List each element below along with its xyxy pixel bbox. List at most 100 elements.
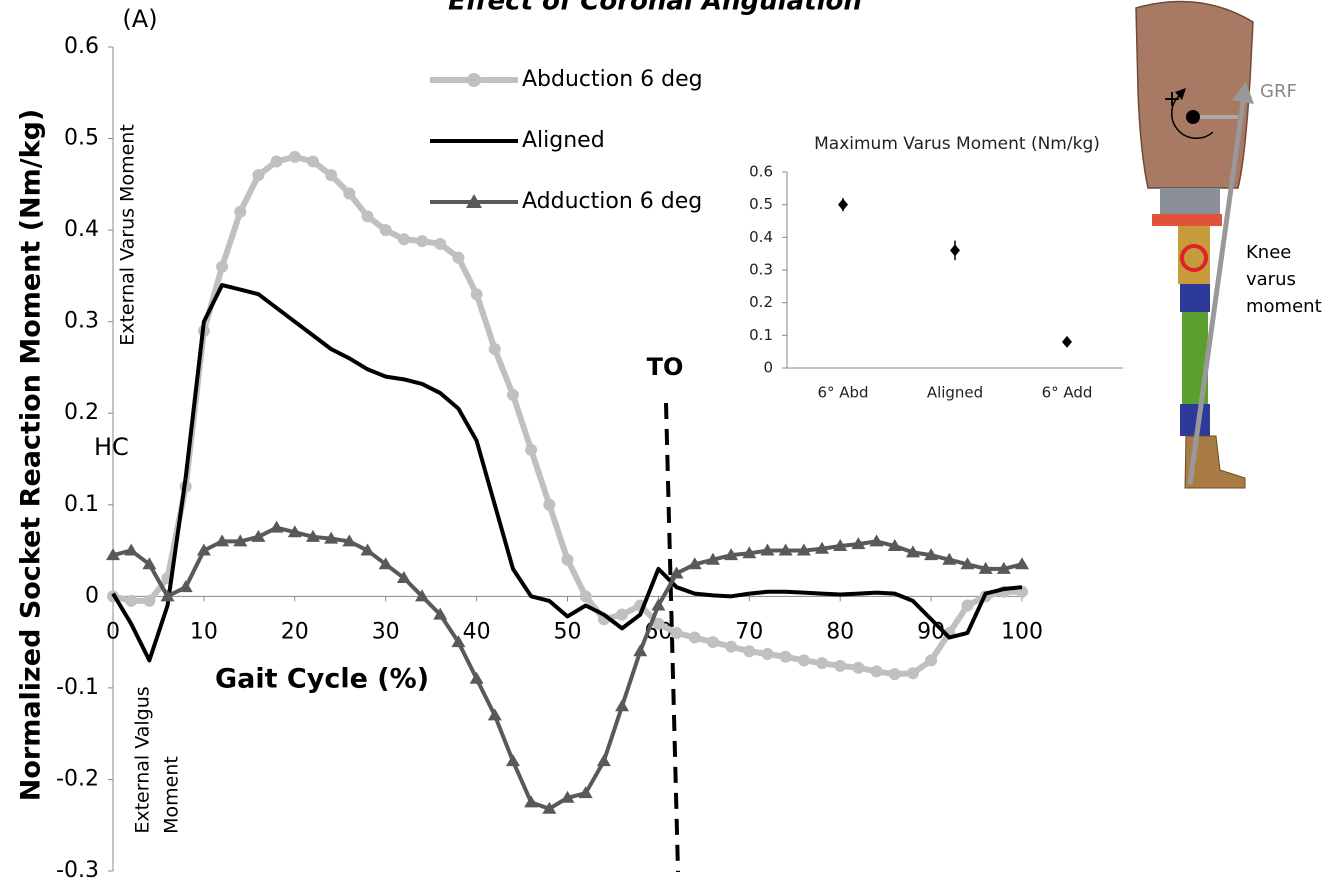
marker [234,205,247,218]
inset-y-tick-label: 0 [763,359,773,377]
sign-label: + [1163,87,1181,112]
knee-label: Knee [1246,242,1291,263]
marker [251,529,266,542]
marker [579,590,592,603]
series-line [111,283,1023,663]
x-tick-label: 30 [372,619,400,644]
marker [615,699,630,712]
marker [688,631,701,644]
marker [506,388,519,401]
marker [378,557,393,570]
inset-y-tick-label: 0.6 [749,163,773,181]
knee-center [1186,110,1200,124]
marker [596,754,611,767]
y-tick-label: -0.3 [56,858,99,883]
y-axis-label: Normalized Socket Reaction Moment (Nm/kg… [16,109,47,802]
x-tick-label: 90 [917,619,945,644]
inset-y-tick-label: 0.4 [749,228,773,246]
legend-label: Aligned [522,128,605,153]
chart-title: Effect of Coronal Angulation [448,0,862,17]
y-tick-label: 0.3 [64,309,99,334]
marker [651,598,666,611]
marker [125,594,138,607]
grf-arrow [1187,94,1247,485]
marker [451,635,466,648]
grf-arrow-head [1232,82,1254,104]
x-axis-label: Gait Cycle (%) [215,664,429,695]
legend-marker [466,194,482,208]
marker [705,552,720,565]
marker [469,671,484,684]
marker [725,640,738,653]
marker [925,654,938,667]
marker [1015,557,1029,570]
marker [434,237,447,250]
marker [905,545,920,558]
marker [524,795,539,808]
marker [797,654,810,667]
marker [324,531,339,544]
legend-marker [467,73,481,87]
marker [779,650,792,663]
y-tick-label: 0.2 [64,400,99,425]
marker [616,608,629,621]
knee-label: varus [1246,269,1296,290]
panel-label: (A) [122,5,157,33]
marker [361,210,374,223]
socket [1135,0,1254,189]
marker [815,541,830,554]
marker [742,546,757,559]
y-tick-label: -0.1 [56,675,99,700]
y-tick-label: 0.1 [64,492,99,517]
marker [415,589,430,602]
annotation: Moment [161,756,183,834]
marker [106,548,120,561]
knee-ring [1180,244,1208,272]
marker [397,233,410,246]
clamp [1152,214,1222,226]
legend-label: Abduction 6 deg [522,67,703,92]
marker [543,498,556,511]
inset-y-tick-label: 0.5 [749,195,773,213]
marker [342,534,357,547]
marker [578,786,593,799]
marker [743,645,756,658]
marker [416,235,429,248]
marker [924,548,939,561]
marker [287,525,302,538]
y-tick-label: 0.5 [64,126,99,151]
marker [505,754,520,767]
y-tick-label: -0.2 [56,766,99,791]
marker [852,661,865,674]
x-tick-label: 0 [106,619,120,644]
marker [233,534,248,547]
point [950,244,960,257]
point [1062,335,1072,348]
marker [488,343,501,356]
marker [887,538,902,551]
annotation: External Varus Moment [117,124,139,346]
inset-x-tick-label: 6° Abd [817,384,868,402]
marker [306,155,319,168]
marker [270,155,283,168]
y-tick-label: 0.4 [64,217,99,242]
inset-title: Maximum Varus Moment (Nm/kg) [814,134,1100,154]
marker [834,659,847,672]
marker [560,790,575,803]
marker [669,566,684,579]
marker [760,543,775,556]
marker [252,169,265,182]
marker [487,708,502,721]
marker [996,561,1011,574]
marker [142,557,157,570]
marker [325,169,338,182]
marker [796,543,811,556]
marker [343,187,356,200]
marker [215,534,230,547]
marker [670,626,683,639]
marker [542,801,557,814]
marker [305,529,320,542]
marker [906,667,919,680]
inset-x-tick-label: Aligned [927,384,983,402]
